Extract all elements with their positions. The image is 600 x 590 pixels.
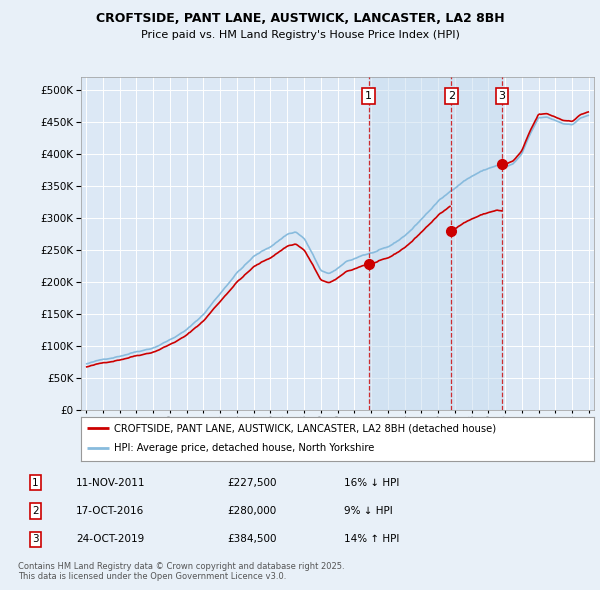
Text: 2: 2 [448, 91, 455, 101]
Text: £384,500: £384,500 [227, 535, 277, 544]
Text: £280,000: £280,000 [227, 506, 277, 516]
Text: This data is licensed under the Open Government Licence v3.0.: This data is licensed under the Open Gov… [18, 572, 286, 581]
Text: CROFTSIDE, PANT LANE, AUSTWICK, LANCASTER, LA2 8BH (detached house): CROFTSIDE, PANT LANE, AUSTWICK, LANCASTE… [115, 423, 496, 433]
Text: 11-NOV-2011: 11-NOV-2011 [76, 477, 146, 487]
Text: 14% ↑ HPI: 14% ↑ HPI [344, 535, 399, 544]
Text: 3: 3 [32, 535, 39, 544]
Text: 3: 3 [499, 91, 505, 101]
Text: 1: 1 [365, 91, 372, 101]
Text: CROFTSIDE, PANT LANE, AUSTWICK, LANCASTER, LA2 8BH: CROFTSIDE, PANT LANE, AUSTWICK, LANCASTE… [95, 12, 505, 25]
Text: HPI: Average price, detached house, North Yorkshire: HPI: Average price, detached house, Nort… [115, 443, 375, 453]
Text: £227,500: £227,500 [227, 477, 277, 487]
Bar [369, 77, 502, 410]
Text: 1: 1 [32, 477, 39, 487]
Text: Price paid vs. HM Land Registry's House Price Index (HPI): Price paid vs. HM Land Registry's House … [140, 30, 460, 40]
Text: 16% ↓ HPI: 16% ↓ HPI [344, 477, 399, 487]
Text: 17-OCT-2016: 17-OCT-2016 [76, 506, 145, 516]
Text: 24-OCT-2019: 24-OCT-2019 [76, 535, 145, 544]
Text: 2: 2 [32, 506, 39, 516]
Text: 9% ↓ HPI: 9% ↓ HPI [344, 506, 392, 516]
Text: Contains HM Land Registry data © Crown copyright and database right 2025.: Contains HM Land Registry data © Crown c… [18, 562, 344, 571]
